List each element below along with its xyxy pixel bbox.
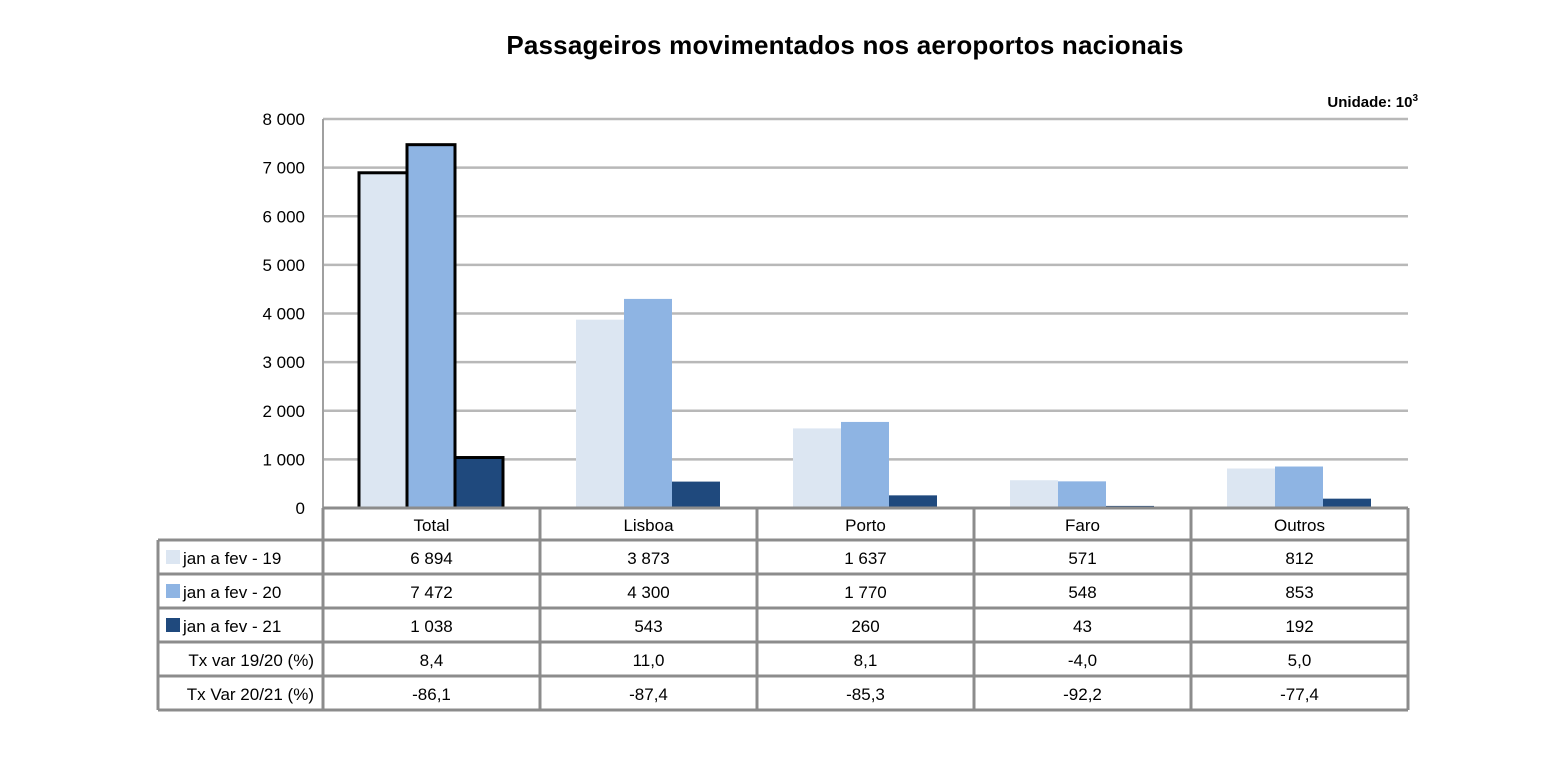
table-cell: 260 [851, 617, 879, 636]
row-label: jan a fev - 19 [182, 549, 281, 568]
category-label: Faro [1065, 516, 1100, 535]
table-cell: 5,0 [1288, 651, 1312, 670]
category-label: Total [414, 516, 450, 535]
table-cell: 7 472 [410, 583, 453, 602]
table-cell: 853 [1285, 583, 1313, 602]
data-table: Total Lisboa Porto Faro Outros jan a fev - 19… [156, 506, 1410, 712]
table-cell: 4 300 [627, 583, 670, 602]
legend-swatch [166, 550, 180, 564]
table-cell: 571 [1068, 549, 1096, 568]
chart-title: Passageiros movimentados nos aeroportos … [506, 30, 1184, 60]
y-axis-ticks: 0 1 000 2 000 3 000 4 000 5 000 6 000 7 000 8 00… [262, 110, 305, 518]
category-label: Porto [845, 516, 886, 535]
table-cell: 543 [634, 617, 662, 636]
table-cell: 8,1 [854, 651, 878, 670]
table-cell: -86,1 [412, 685, 451, 704]
table-cell: -85,3 [846, 685, 885, 704]
table-cell: 1 770 [844, 583, 887, 602]
table-cell: -4,0 [1068, 651, 1097, 670]
table-cell: 548 [1068, 583, 1096, 602]
table-cell: 43 [1073, 617, 1092, 636]
table-cell: 6 894 [410, 549, 453, 568]
gridlines [323, 117, 1408, 461]
row-label: jan a fev - 21 [182, 617, 281, 636]
y-tick-label: 8 000 [262, 110, 305, 129]
bar-porto-2 [841, 421, 889, 508]
table-cell: 812 [1285, 549, 1313, 568]
table-cell: 3 873 [627, 549, 670, 568]
row-label: Tx var 19/20 (%) [188, 651, 314, 670]
bar-lisboa-2 [624, 298, 672, 508]
table-cell: 8,4 [420, 651, 444, 670]
unit-label: Unidade: 103 [1327, 93, 1418, 111]
table-cell: 1 637 [844, 549, 887, 568]
legend-swatch [166, 584, 180, 598]
y-tick-label: 2 000 [262, 402, 305, 421]
table-cell: 192 [1285, 617, 1313, 636]
table-cell: -87,4 [629, 685, 668, 704]
bar-faro-2 [1058, 481, 1106, 508]
category-label: Outros [1274, 516, 1325, 535]
category-label: Lisboa [623, 516, 674, 535]
row-label: jan a fev - 20 [182, 583, 281, 602]
bar-outros-1 [1227, 468, 1275, 508]
legend-swatch [166, 618, 180, 632]
bar-lisboa-1 [576, 319, 624, 508]
bar-lisboa-3 [672, 481, 720, 508]
y-tick-label: 5 000 [262, 256, 305, 275]
bar-total-1 [357, 171, 409, 510]
bar-faro-1 [1010, 480, 1058, 508]
bar-outros-3 [1323, 498, 1371, 508]
table-cell: 11,0 [633, 651, 665, 670]
table-cell: -92,2 [1063, 685, 1102, 704]
bar-total-2 [405, 143, 457, 510]
y-tick-label: 6 000 [262, 207, 305, 226]
unit-text: Unidade: 10 [1327, 94, 1413, 111]
row-label: Tx Var 20/21 (%) [187, 685, 314, 704]
bar-porto-3 [889, 495, 937, 508]
y-tick-label: 4 000 [262, 305, 305, 324]
bar-outros-2 [1275, 466, 1323, 508]
bars [357, 143, 1371, 510]
bar-total-3 [453, 456, 505, 510]
table-cell: -77,4 [1280, 685, 1319, 704]
y-tick-label: 1 000 [262, 450, 305, 469]
bar-porto-1 [793, 428, 841, 508]
y-tick-label: 7 000 [262, 159, 305, 178]
y-tick-label: 0 [296, 499, 305, 518]
y-tick-label: 3 000 [262, 353, 305, 372]
unit-exponent: 3 [1412, 93, 1418, 104]
table-cell: 1 038 [410, 617, 453, 636]
